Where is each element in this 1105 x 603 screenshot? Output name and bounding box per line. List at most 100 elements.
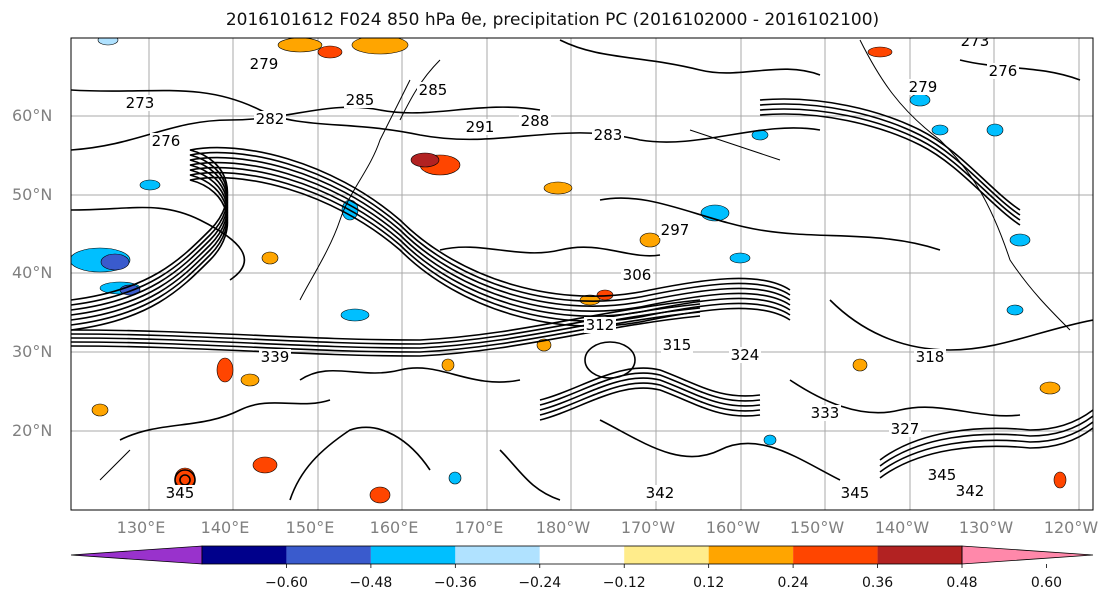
colorbar-segment [624,546,709,564]
contour-line [289,426,431,501]
contour-label: 276 [152,132,181,150]
contour-label-bg [248,56,280,72]
contour-line [71,156,791,311]
contour-label: 273 [961,32,990,50]
theta-e-contours [71,39,1093,501]
contour-label: 327 [891,420,920,438]
colorbar-tick-label: −0.60 [264,575,308,591]
latitude-label: 20°N [12,421,53,440]
contour-label-bg [809,405,841,421]
contour-line [559,39,821,76]
precip-patch [639,232,661,248]
contour-line [71,151,791,306]
contour-label-bg [621,267,653,283]
precip-patch [216,357,234,383]
contour-label-bg [987,63,1019,79]
contour-label-bg [954,483,986,499]
colorbar-tick-label: −0.24 [518,575,562,591]
contour-label: 279 [250,55,279,73]
coastline [299,79,411,301]
contour-label-bg [259,349,291,365]
precip-patch [91,403,109,417]
contour-line [119,399,331,441]
colorbar-segment [877,546,962,564]
contour-label-bg [150,133,182,149]
contour-label: 288 [521,112,550,130]
contour-line [599,419,841,481]
contour-label: 273 [126,94,155,112]
colorbar-segment [455,546,540,564]
precip-patch [763,434,777,446]
colorbar-tick-label: −0.12 [602,575,646,591]
contour-line [439,246,661,257]
contour-label-bg [164,485,196,501]
colorbar [70,545,1094,568]
precip-patch [252,456,278,474]
contour-label-bg [344,92,376,108]
colorbar-segment [539,546,625,564]
colorbar-tick-label: 0.60 [1030,575,1063,591]
contour-label-bg [661,337,693,353]
contour-line [539,387,761,421]
precip-patch [852,358,868,372]
contour-label: 342 [646,484,675,502]
precipitation-patches [71,38,1067,504]
contour-line [539,372,761,406]
colorbar-segment [793,546,878,564]
contour-label: 318 [916,348,945,366]
contour-line [599,197,941,251]
contour-label: 345 [166,484,195,502]
colorbar-extend-max [961,545,1094,565]
contour-line [71,206,246,281]
contour-label: 279 [909,78,938,96]
precip-patch [729,252,751,264]
precip-patch [139,179,161,191]
precip-patch [543,181,573,195]
contour-label-bg [464,119,496,135]
colorbar-tick-label: 0.24 [777,575,809,591]
longitude-label: 140°E [200,518,250,537]
precip-patch [931,124,949,136]
contour-label: 282 [256,110,285,128]
colorbar-segment [370,546,456,564]
colorbar-tick-label: −0.36 [433,575,477,591]
contour-label-bg [889,421,921,437]
contour-line [71,161,791,316]
longitude-label: 150°W [789,518,845,537]
contour-label: 339 [261,348,290,366]
contour-label: 285 [419,81,448,99]
map-background [71,38,1093,510]
precip-patch [340,308,370,322]
contour-line [539,377,761,411]
longitude-label: 140°W [874,518,930,537]
colorbar-tick-label: −0.48 [349,575,393,591]
longitude-label: 180°W [535,518,591,537]
precip-patch [1009,233,1031,247]
colorbar-extend-min [70,545,203,565]
contour-labels: 273 276 279 282 285 285 291 288 283 306 315 312 339 3… [124,32,1019,502]
precip-patch [410,152,440,168]
precip-patch [317,45,343,59]
contour-line [539,367,761,401]
contour-line [71,89,821,143]
map-frame [70,37,1094,511]
precip-patch [240,373,260,387]
colorbar-tick-label: 0.48 [946,575,978,591]
contour-label-bg [417,82,449,98]
colorbar-tick-label: 0.12 [693,575,725,591]
contour-label-bg [659,222,691,238]
colorbar-segment [286,546,371,564]
contour-line [759,98,1021,211]
precip-patch [1053,471,1067,489]
contour-label: 297 [661,221,690,239]
contour-label: 276 [989,62,1018,80]
precip-patch [261,251,279,265]
contour-label: 283 [594,126,623,144]
contour-line [879,427,1093,479]
precip-patch [867,46,893,58]
contour-label-bg [914,349,946,365]
precip-patch [97,38,119,46]
precip-patch [1039,381,1061,395]
precip-patch [986,123,1004,137]
